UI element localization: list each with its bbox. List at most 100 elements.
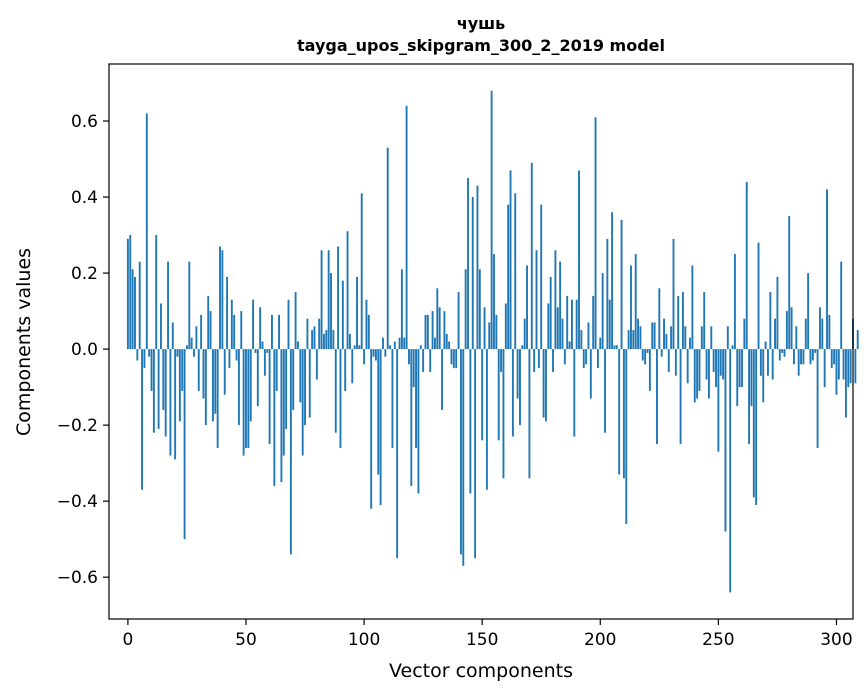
bar [731, 345, 734, 350]
bar [150, 349, 153, 391]
x-axis-label: Vector components [389, 660, 573, 682]
x-tick-label: 250 [702, 630, 734, 650]
bar [176, 349, 179, 357]
bar [634, 254, 637, 350]
bar [596, 349, 599, 369]
bars-group [126, 90, 859, 593]
bar [311, 330, 314, 350]
bar [856, 330, 859, 350]
bar [391, 349, 394, 448]
bar [587, 322, 590, 350]
bar [526, 265, 528, 350]
bar [613, 345, 616, 350]
bar [396, 349, 399, 559]
bar [547, 303, 550, 350]
bar [294, 292, 297, 350]
bar [592, 295, 595, 350]
bar [341, 280, 344, 350]
bar [847, 349, 850, 388]
bar [162, 349, 165, 410]
bar [457, 292, 460, 350]
bar [653, 322, 656, 350]
bar [535, 250, 538, 350]
bar [322, 333, 325, 350]
bar [729, 349, 732, 593]
bar [405, 105, 408, 350]
bar [209, 311, 212, 350]
bar [398, 337, 401, 350]
bar [502, 349, 505, 479]
bar [667, 349, 670, 372]
bar [710, 326, 713, 350]
bar [157, 349, 160, 429]
bar [226, 276, 229, 350]
bar [467, 178, 469, 350]
bar [188, 261, 191, 350]
bar [455, 349, 458, 369]
bar [261, 341, 264, 350]
bar [528, 349, 531, 479]
bar [273, 349, 276, 486]
bar [511, 349, 514, 437]
bar [247, 349, 250, 448]
bar [143, 349, 146, 369]
bar [585, 349, 588, 365]
bar [235, 349, 238, 361]
y-tick-label: −0.6 [57, 568, 98, 588]
chart-subtitle: tayga_upos_skipgram_300_2_2019 model [297, 36, 665, 55]
bar [778, 349, 781, 361]
bar [682, 292, 684, 350]
bar [537, 349, 540, 369]
bar [197, 349, 200, 391]
bar [315, 349, 318, 380]
bar [611, 212, 614, 350]
bar [774, 318, 776, 350]
bar [488, 322, 491, 350]
bar [459, 349, 462, 555]
bar [802, 349, 805, 365]
bar [386, 147, 389, 350]
bar [436, 288, 439, 350]
bar [223, 349, 226, 395]
bar [304, 349, 306, 426]
bar [568, 341, 571, 350]
x-tick-label: 100 [348, 630, 380, 650]
bar [549, 276, 552, 350]
bar [204, 349, 207, 426]
bar [410, 349, 413, 486]
bar [297, 341, 299, 350]
bar [575, 299, 578, 350]
bar [745, 181, 748, 350]
bar [164, 349, 167, 437]
bar [811, 349, 814, 361]
y-tick-label: 0.4 [71, 188, 98, 208]
bar [452, 349, 455, 369]
bar [696, 349, 699, 399]
bar [282, 349, 285, 456]
bar [672, 238, 675, 350]
bar [601, 273, 604, 350]
bar [193, 349, 195, 357]
bar [259, 307, 262, 350]
bar [620, 219, 623, 350]
bar [552, 349, 554, 372]
bar [344, 349, 347, 391]
bar [327, 250, 330, 350]
bar [741, 349, 743, 388]
bar [604, 349, 606, 433]
bar [462, 349, 465, 566]
bar [292, 349, 295, 410]
bar [686, 349, 689, 384]
bar [717, 349, 720, 452]
bar [365, 299, 368, 350]
bar [835, 349, 838, 395]
bar [202, 349, 205, 399]
y-axis-label: Components values [13, 248, 35, 436]
bar [252, 299, 255, 350]
bar [160, 303, 162, 350]
bar [469, 349, 472, 494]
bar [764, 341, 767, 350]
bar [627, 330, 630, 350]
bar [308, 349, 311, 418]
